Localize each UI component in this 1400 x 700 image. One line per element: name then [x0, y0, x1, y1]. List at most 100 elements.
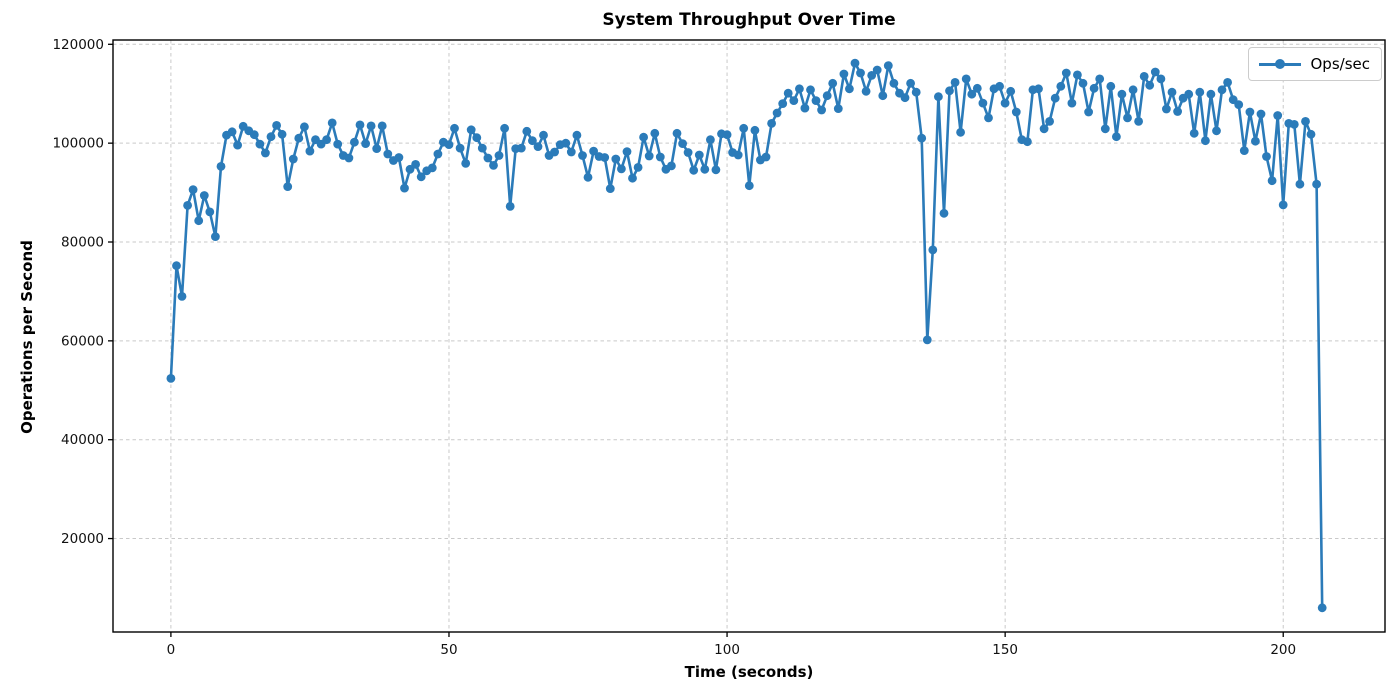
data-point: [1184, 89, 1194, 99]
data-point: [1084, 107, 1093, 117]
data-point: [878, 91, 888, 101]
data-point: [477, 143, 487, 153]
data-point: [700, 164, 710, 174]
data-point: [1245, 107, 1255, 117]
data-point: [922, 335, 932, 345]
data-point: [789, 96, 799, 105]
data-point: [850, 58, 860, 68]
legend: Ops/sec: [1247, 47, 1382, 81]
data-point: [889, 78, 899, 88]
data-point: [1073, 70, 1082, 80]
data-point: [605, 184, 615, 194]
data-point: [1212, 126, 1221, 136]
data-point: [216, 162, 226, 171]
data-point: [972, 83, 982, 93]
data-point: [1278, 200, 1288, 210]
data-point: [744, 181, 754, 191]
data-point: [578, 151, 587, 160]
data-point: [522, 126, 532, 136]
data-point: [277, 129, 287, 139]
data-point: [533, 142, 543, 152]
data-point: [622, 147, 632, 157]
data-point: [211, 232, 220, 242]
data-point: [400, 183, 409, 193]
x-axis-label: Time (seconds): [684, 663, 814, 681]
data-point: [550, 147, 559, 157]
data-point: [1251, 136, 1260, 146]
data-point: [183, 201, 193, 210]
data-point: [845, 84, 854, 94]
y-tick-label: 40000: [61, 432, 104, 448]
data-point: [633, 163, 643, 172]
data-point: [1306, 129, 1316, 139]
data-point: [366, 121, 376, 131]
data-point: [1039, 124, 1049, 134]
data-point: [611, 154, 621, 164]
y-tick-label: 100000: [52, 136, 104, 152]
data-point: [1011, 107, 1021, 117]
data-point: [350, 137, 359, 147]
data-point: [344, 153, 354, 163]
data-point: [1089, 83, 1099, 93]
data-point: [177, 292, 187, 301]
data-point: [833, 104, 843, 113]
data-point: [1123, 113, 1132, 123]
data-point: [861, 86, 871, 96]
data-point: [1267, 176, 1277, 186]
data-point: [1156, 74, 1166, 84]
data-point: [1095, 74, 1105, 84]
data-point: [1139, 72, 1149, 81]
data-point: [900, 93, 910, 103]
data-point: [1078, 78, 1088, 88]
data-point: [1112, 132, 1121, 142]
data-point: [1217, 85, 1227, 95]
data-point: [1128, 85, 1138, 95]
data-point: [644, 151, 654, 161]
data-point: [1034, 84, 1043, 94]
data-point: [300, 122, 309, 132]
data-point: [1167, 87, 1177, 97]
data-point: [561, 138, 571, 148]
data-point: [566, 147, 576, 157]
data-point: [961, 74, 971, 84]
data-point: [617, 164, 626, 174]
data-point: [528, 136, 537, 146]
data-point: [806, 85, 815, 95]
data-point: [483, 153, 493, 163]
data-point: [194, 216, 204, 226]
data-point: [1061, 68, 1071, 78]
data-point: [978, 98, 988, 108]
data-point: [383, 149, 393, 159]
data-point: [444, 140, 454, 150]
data-point: [1289, 120, 1299, 129]
data-point: [800, 103, 810, 113]
data-point: [1201, 136, 1210, 146]
y-axis-label: Operations per Second: [18, 240, 36, 434]
data-point: [583, 172, 593, 182]
data-point: [817, 105, 826, 115]
data-point: [450, 123, 459, 133]
data-point: [283, 182, 293, 192]
y-tick-label: 120000: [52, 37, 104, 53]
x-tick-label: 100: [714, 642, 740, 658]
data-point: [822, 91, 832, 101]
data-point: [1295, 179, 1305, 189]
data-point: [667, 161, 676, 171]
data-point: [433, 149, 443, 159]
data-point: [1312, 179, 1321, 189]
data-point: [683, 148, 693, 157]
data-point: [911, 87, 921, 97]
data-point: [355, 120, 365, 130]
data-point: [377, 121, 387, 131]
data-point: [733, 150, 743, 160]
data-point: [1056, 81, 1066, 91]
data-point: [711, 165, 721, 175]
data-point: [778, 99, 788, 108]
data-point: [1239, 146, 1249, 156]
data-point: [934, 92, 943, 102]
data-point: [1173, 107, 1182, 116]
data-point: [1045, 117, 1054, 126]
data-point: [455, 143, 465, 153]
